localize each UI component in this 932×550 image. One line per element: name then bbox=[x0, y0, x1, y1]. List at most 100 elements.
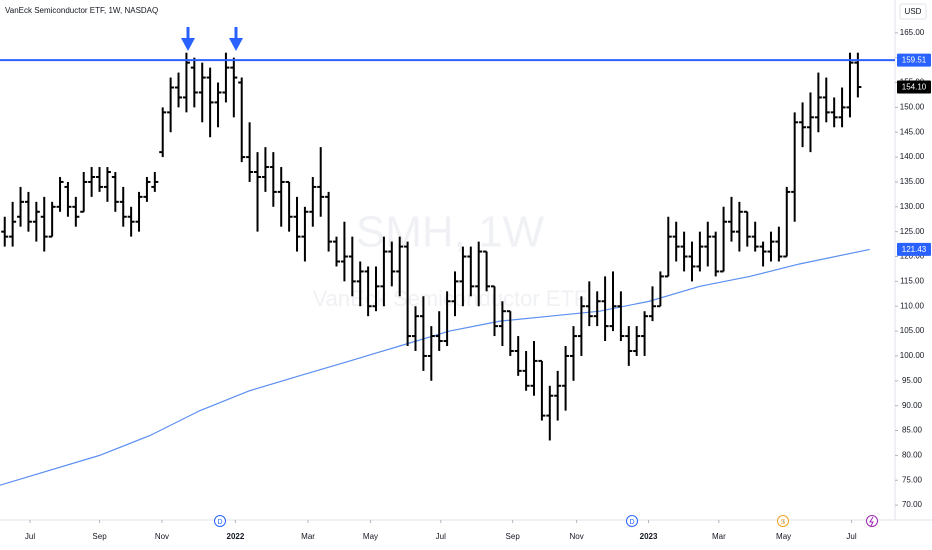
x-tick-label: May bbox=[776, 532, 791, 541]
ohlc-bar bbox=[143, 176, 151, 202]
currency-button[interactable] bbox=[899, 3, 927, 20]
ohlc-bar bbox=[475, 241, 483, 307]
ohlc-bar bbox=[846, 52, 854, 118]
ohlc-bar bbox=[443, 291, 451, 347]
event[interactable]: D bbox=[214, 515, 226, 527]
x-tick-label: Mar bbox=[301, 532, 315, 541]
y-tick-label: 115.00 bbox=[900, 276, 924, 285]
y-tick-label: 140.00 bbox=[900, 152, 925, 161]
y-tick-label: 105.00 bbox=[900, 326, 925, 335]
ohlc-bar bbox=[325, 191, 333, 252]
ohlc-bar bbox=[585, 281, 593, 327]
ohlc-bar bbox=[182, 52, 190, 113]
ohlc-bar bbox=[333, 236, 341, 267]
ohlc-bar bbox=[17, 186, 25, 227]
ohlc-bar bbox=[530, 341, 538, 396]
event-icon[interactable] bbox=[777, 515, 789, 527]
ohlc-bar bbox=[799, 102, 807, 148]
ohlc-bar bbox=[356, 261, 364, 307]
ohlc-bar bbox=[317, 147, 325, 217]
y-tick-label: 125.00 bbox=[900, 227, 925, 236]
ohlc-bar bbox=[72, 196, 80, 227]
ohlc-bar bbox=[159, 107, 167, 158]
event-bolt[interactable] bbox=[869, 516, 874, 527]
ohlc-bar bbox=[1, 216, 9, 247]
x-tick-label: Jul bbox=[436, 532, 446, 541]
ohlc-bar bbox=[791, 112, 799, 222]
ohlc-bar bbox=[80, 172, 88, 213]
ohlc-bar bbox=[198, 62, 206, 123]
ma-label: 121.43 bbox=[902, 245, 927, 254]
ohlc-bar bbox=[206, 67, 214, 138]
ohlc-bar bbox=[483, 250, 491, 292]
ohlc-bar bbox=[135, 191, 143, 232]
ohlc-bar bbox=[285, 180, 293, 232]
ohlc-bar bbox=[254, 152, 262, 232]
watermark: SMH, 1W bbox=[356, 208, 545, 257]
event-icon[interactable] bbox=[214, 515, 226, 527]
chart-title: VanEck Semiconductor ETF, 1W, NASDAQ bbox=[5, 6, 158, 15]
ohlc-bar bbox=[9, 201, 17, 247]
ohlc-bar bbox=[806, 92, 814, 153]
x-tick-label: Mar bbox=[712, 532, 726, 541]
event-label[interactable]: D bbox=[629, 519, 634, 526]
ohlc-bar bbox=[230, 57, 238, 118]
ohlc-bar bbox=[214, 82, 222, 128]
ohlc-bar bbox=[664, 216, 672, 278]
ohlc-bar bbox=[167, 77, 175, 133]
arrow-head bbox=[229, 38, 243, 51]
ohlc-bar bbox=[751, 221, 759, 252]
ohlc-bar bbox=[396, 236, 404, 297]
ohlc-bar bbox=[696, 231, 704, 272]
ohlc-bar bbox=[712, 231, 720, 277]
ohlc-bar bbox=[459, 246, 467, 307]
ohlc-bar bbox=[435, 311, 443, 351]
ohlc-bar bbox=[577, 296, 585, 356]
ohlc-bar bbox=[838, 87, 846, 128]
event[interactable] bbox=[866, 515, 878, 527]
event-icon[interactable] bbox=[626, 515, 638, 527]
ohlc-bar bbox=[412, 306, 420, 351]
ohlc-bar bbox=[822, 77, 830, 123]
ohlc-bar bbox=[727, 196, 735, 242]
ohlc-bar bbox=[190, 57, 198, 108]
ohlc-bar bbox=[348, 236, 356, 297]
last-price-label: 154.10 bbox=[902, 83, 927, 92]
event[interactable]: S bbox=[777, 515, 789, 527]
ohlc-bar bbox=[404, 241, 412, 347]
x-tick-label: Nov bbox=[570, 532, 584, 541]
ohlc-bar bbox=[546, 385, 554, 441]
ohlc-bar bbox=[238, 77, 246, 163]
ohlc-bar bbox=[56, 176, 64, 212]
ohlc-bar bbox=[688, 241, 696, 282]
arrow bbox=[229, 27, 243, 51]
ohlc-bar bbox=[767, 231, 775, 262]
ohlc-bar bbox=[293, 196, 301, 252]
ohlc-bar bbox=[175, 72, 183, 108]
ma-label-box bbox=[897, 242, 931, 256]
event[interactable]: D bbox=[626, 515, 638, 527]
ohlc-bar bbox=[783, 186, 791, 258]
ohlc-bar bbox=[648, 286, 656, 322]
y-tick-label: 85.00 bbox=[902, 426, 923, 435]
ohlc-bar bbox=[64, 181, 72, 217]
ohlc-bar bbox=[617, 291, 625, 342]
y-tick-label: 145.00 bbox=[900, 127, 925, 136]
ohlc-bar bbox=[151, 172, 159, 192]
ohlc-bar bbox=[641, 311, 649, 356]
ohlc-bar bbox=[656, 271, 664, 308]
event-icon[interactable] bbox=[866, 515, 878, 527]
ohlc-bar bbox=[735, 201, 743, 252]
y-tick-label: 95.00 bbox=[902, 376, 923, 385]
currency[interactable]: USD bbox=[905, 7, 922, 16]
moving-average bbox=[0, 248, 870, 486]
event-label[interactable]: D bbox=[217, 519, 222, 526]
last-price-label-box bbox=[897, 80, 931, 94]
ohlc-bar bbox=[309, 176, 317, 227]
ohlc-bar bbox=[775, 226, 783, 262]
hline-label: 159.51 bbox=[902, 56, 927, 65]
ohlc-bar bbox=[514, 336, 522, 376]
x-tick-label: Nov bbox=[155, 532, 169, 541]
